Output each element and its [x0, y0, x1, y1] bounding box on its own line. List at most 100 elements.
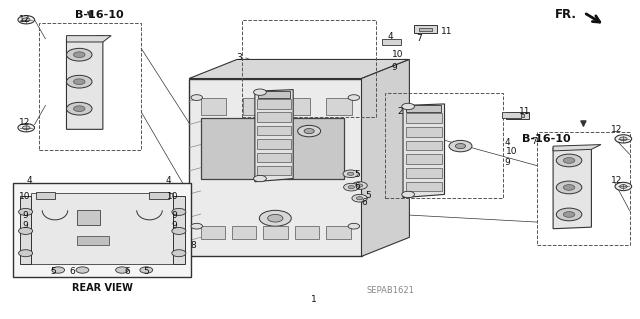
Circle shape: [76, 267, 89, 273]
Circle shape: [116, 267, 129, 273]
Circle shape: [343, 170, 358, 178]
Circle shape: [74, 79, 85, 85]
Bar: [406, 114, 442, 123]
Circle shape: [304, 129, 314, 134]
Text: 5: 5: [365, 190, 371, 200]
Bar: [200, 118, 344, 179]
Text: 4: 4: [165, 176, 171, 185]
Circle shape: [348, 172, 354, 175]
Polygon shape: [403, 104, 445, 197]
Circle shape: [402, 191, 415, 197]
Bar: [257, 152, 291, 162]
Circle shape: [620, 137, 627, 141]
Bar: [257, 99, 291, 109]
Polygon shape: [189, 59, 410, 78]
Bar: [39, 23, 141, 150]
Text: REAR VIEW: REAR VIEW: [72, 283, 132, 293]
Circle shape: [402, 103, 415, 110]
Circle shape: [18, 16, 35, 24]
Circle shape: [620, 185, 627, 188]
Circle shape: [298, 125, 321, 137]
Bar: [406, 182, 442, 191]
Bar: [31, 193, 173, 264]
Text: B-16-10: B-16-10: [522, 134, 571, 144]
Circle shape: [140, 267, 153, 273]
Circle shape: [556, 208, 582, 221]
Circle shape: [563, 211, 575, 217]
Text: 6: 6: [124, 267, 130, 276]
Circle shape: [18, 123, 35, 132]
Bar: [36, 192, 55, 199]
Circle shape: [172, 250, 186, 257]
Bar: [150, 192, 169, 199]
Bar: [243, 98, 268, 115]
Circle shape: [615, 182, 632, 191]
Bar: [189, 78, 362, 256]
Circle shape: [356, 184, 363, 187]
Bar: [295, 226, 319, 239]
Circle shape: [348, 95, 360, 100]
Bar: [502, 112, 521, 118]
Bar: [264, 226, 288, 239]
Polygon shape: [553, 145, 601, 151]
Bar: [385, 93, 503, 198]
Text: 7: 7: [531, 137, 537, 145]
Polygon shape: [362, 59, 410, 256]
Text: 3: 3: [237, 53, 243, 62]
Circle shape: [22, 18, 30, 22]
Text: 4: 4: [387, 32, 393, 41]
Text: 9: 9: [504, 158, 510, 167]
Bar: [284, 98, 310, 115]
Circle shape: [348, 186, 355, 189]
Circle shape: [615, 135, 632, 143]
Circle shape: [253, 89, 266, 95]
Text: 11: 11: [518, 107, 530, 116]
Polygon shape: [67, 36, 111, 42]
Circle shape: [191, 223, 202, 229]
Text: 6: 6: [354, 182, 360, 191]
Text: 9: 9: [22, 221, 28, 230]
Text: 10: 10: [392, 50, 404, 59]
Bar: [406, 105, 442, 112]
Text: 10: 10: [506, 147, 517, 156]
Text: 9: 9: [172, 221, 177, 230]
Polygon shape: [553, 146, 591, 229]
Circle shape: [19, 227, 33, 234]
Bar: [406, 141, 442, 150]
Bar: [232, 226, 256, 239]
Text: 12: 12: [611, 125, 623, 134]
Bar: [77, 210, 100, 225]
Text: 6: 6: [362, 198, 367, 207]
Bar: [326, 98, 352, 115]
Bar: [257, 139, 291, 149]
Bar: [506, 112, 529, 120]
Text: 12: 12: [19, 15, 31, 24]
Circle shape: [253, 175, 266, 182]
Circle shape: [172, 227, 186, 234]
Circle shape: [67, 75, 92, 88]
Bar: [13, 183, 191, 277]
Bar: [511, 114, 524, 117]
Text: 10: 10: [19, 192, 31, 202]
Polygon shape: [255, 90, 293, 182]
Polygon shape: [20, 196, 31, 264]
Text: 4: 4: [504, 138, 510, 147]
Text: 5: 5: [143, 267, 149, 276]
Bar: [200, 226, 225, 239]
Text: 11: 11: [441, 27, 452, 36]
Text: 10: 10: [168, 192, 179, 202]
Text: B-16-10: B-16-10: [76, 10, 124, 20]
Circle shape: [563, 158, 575, 163]
Circle shape: [74, 106, 85, 112]
Circle shape: [52, 267, 65, 273]
Circle shape: [22, 126, 30, 130]
Text: 12: 12: [611, 176, 623, 185]
Text: 9: 9: [22, 211, 28, 219]
Text: 6: 6: [69, 267, 75, 276]
Text: 9: 9: [391, 63, 397, 72]
Circle shape: [191, 95, 202, 100]
Text: 4: 4: [27, 176, 32, 185]
Text: FR.: FR.: [556, 8, 577, 20]
Text: SEPAB1621: SEPAB1621: [366, 286, 414, 295]
Bar: [200, 98, 226, 115]
